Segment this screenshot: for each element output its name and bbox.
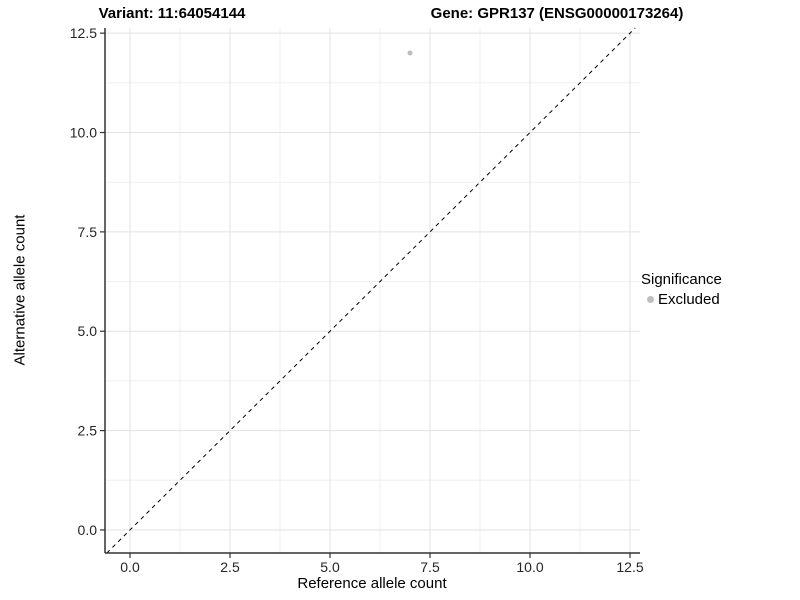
- y-axis-title: Alternative allele count: [11, 214, 29, 366]
- y-tick-label: 0.0: [78, 522, 98, 538]
- plot-title-variant: Variant: 11:64054144: [98, 5, 246, 22]
- identity-reference-line: [106, 27, 636, 554]
- y-tick-label: 12.5: [70, 25, 97, 41]
- x-axis-title: Reference allele count: [297, 575, 447, 592]
- y-tick-label: 5.0: [78, 323, 98, 339]
- plot-title-gene: Gene: GPR137 (ENSG00000173264): [430, 5, 684, 22]
- y-tick-label: 7.5: [78, 224, 98, 240]
- legend-item-excluded: Excluded: [641, 291, 722, 308]
- x-tick-label: 10.0: [516, 559, 543, 575]
- legend: Significance Excluded: [641, 271, 722, 308]
- x-tick-label: 7.5: [420, 559, 440, 575]
- legend-item-label: Excluded: [658, 291, 720, 308]
- data-point: [407, 50, 413, 56]
- x-tick-label: 12.5: [616, 559, 643, 575]
- y-tick-label: 10.0: [70, 125, 97, 141]
- legend-title: Significance: [641, 271, 722, 288]
- x-tick-label: 0.0: [120, 559, 140, 575]
- legend-point-icon: [647, 296, 654, 303]
- x-tick-label: 2.5: [220, 559, 240, 575]
- x-tick-label: 5.0: [320, 559, 340, 575]
- y-tick-label: 2.5: [78, 423, 98, 439]
